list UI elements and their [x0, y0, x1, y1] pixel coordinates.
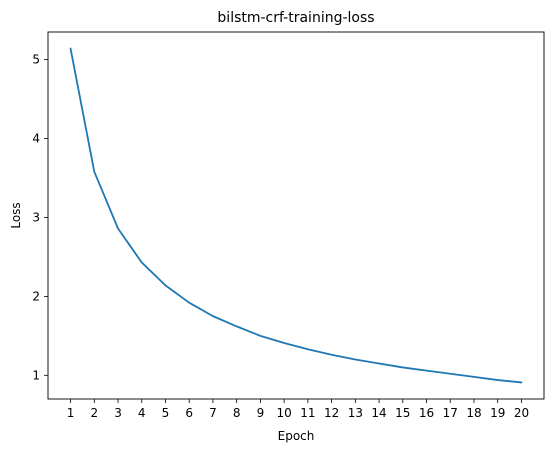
y-tick-label: 4: [32, 132, 40, 146]
axes-frame: [47, 31, 545, 400]
y-tick-label: 3: [32, 210, 40, 224]
y-tick-label: 1: [32, 368, 40, 382]
x-tick-label: 16: [419, 406, 434, 420]
y-axis-label: Loss: [9, 202, 23, 228]
x-tick-label: 20: [514, 406, 529, 420]
x-tick-label: 11: [300, 406, 315, 420]
x-tick-label: 7: [209, 406, 217, 420]
x-tick-label: 18: [466, 406, 481, 420]
plot-area: [69, 47, 523, 384]
x-tick-label: 15: [395, 406, 410, 420]
x-tick-label: 9: [257, 406, 265, 420]
x-tick-label: 4: [138, 406, 146, 420]
chart-title: bilstm-crf-training-loss: [217, 10, 374, 26]
x-tick-label: 12: [324, 406, 339, 420]
x-tick-label: 6: [185, 406, 193, 420]
x-tick-label: 14: [371, 406, 386, 420]
y-axis: 1 2 3 4 5: [32, 53, 48, 382]
y-tick-label: 5: [32, 53, 40, 67]
x-axis-label: Epoch: [278, 429, 315, 443]
x-tick-label: 2: [90, 406, 98, 420]
y-tick-label: 2: [32, 289, 40, 303]
x-tick-label: 10: [276, 406, 291, 420]
x-tick-label: 5: [162, 406, 170, 420]
x-tick-label: 13: [348, 406, 363, 420]
series-line: [69, 47, 523, 384]
x-tick-label: 17: [443, 406, 458, 420]
x-tick-label: 19: [490, 406, 505, 420]
x-tick-label: 3: [114, 406, 122, 420]
x-tick-label: 8: [233, 406, 241, 420]
x-axis: 1 2 3 4 5 6 7 8 9 10 11 12 13 14 15 16 17 18 19 20: [67, 399, 529, 420]
x-tick-label: 1: [67, 406, 75, 420]
